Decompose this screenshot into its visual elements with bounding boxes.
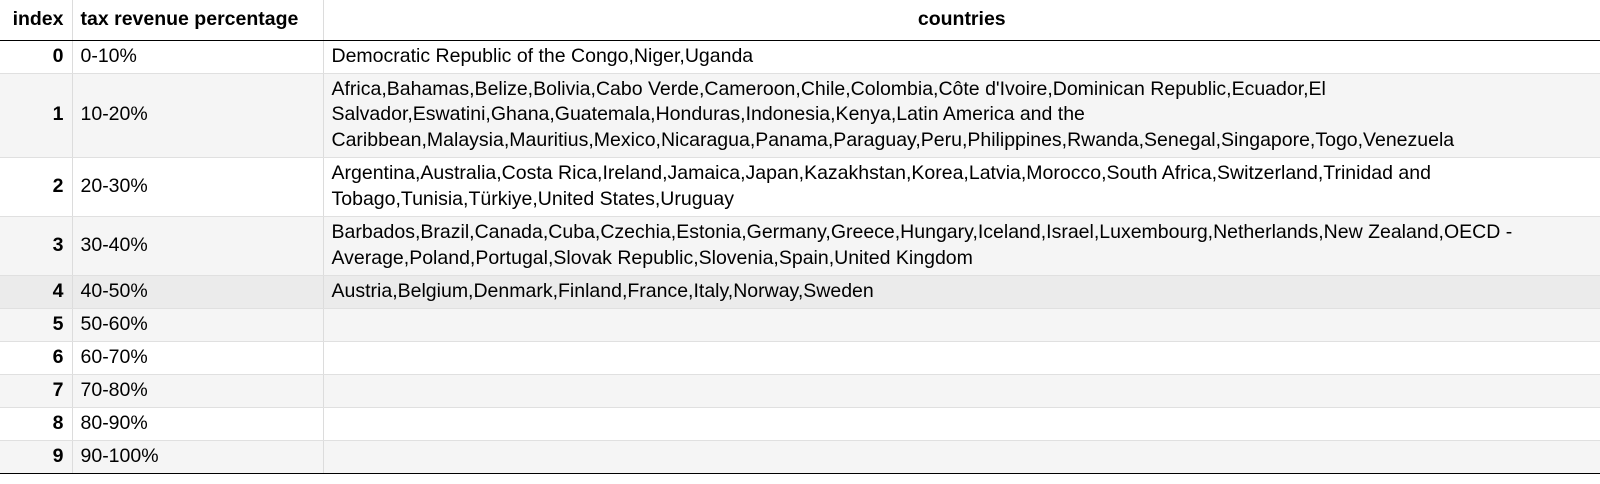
tax-revenue-percentage-cell: 0-10%	[71, 40, 323, 74]
row-index-cell: 4	[0, 275, 72, 309]
countries-cell	[322, 341, 1600, 375]
tax-revenue-percentage-cell: 90-100%	[71, 440, 323, 474]
countries-cell	[322, 407, 1600, 441]
row-index-cell: 1	[0, 73, 72, 158]
row-index-cell: 8	[0, 407, 72, 441]
row-index-cell: 7	[0, 374, 72, 408]
tax-revenue-percentage-cell: 30-40%	[71, 216, 323, 276]
header-row: index tax revenue percentage countries	[0, 0, 1600, 41]
countries-cell: Barbados,Brazil,Canada,Cuba,Czechia,Esto…	[322, 216, 1600, 276]
countries-cell: Africa,Bahamas,Belize,Bolivia,Cabo Verde…	[322, 73, 1600, 158]
table-row: 6 60-70%	[0, 341, 1600, 375]
countries-cell	[322, 440, 1600, 474]
tax-revenue-percentage-cell: 10-20%	[71, 73, 323, 158]
row-index-cell: 5	[0, 308, 72, 342]
tax-revenue-percentage-cell: 60-70%	[71, 341, 323, 375]
row-index-cell: 3	[0, 216, 72, 276]
table-row: 1 10-20% Africa,Bahamas,Belize,Bolivia,C…	[0, 73, 1600, 158]
table-row: 9 90-100%	[0, 440, 1600, 474]
dataframe-table: index tax revenue percentage countries 0…	[0, 0, 1600, 474]
table-row: 3 30-40% Barbados,Brazil,Canada,Cuba,Cze…	[0, 216, 1600, 276]
tax-revenue-percentage-cell: 20-30%	[71, 157, 323, 217]
tax-revenue-percentage-cell: 80-90%	[71, 407, 323, 441]
table-row: 5 50-60%	[0, 308, 1600, 342]
column-header-tax-revenue-percentage: tax revenue percentage	[71, 0, 323, 41]
tax-revenue-percentage-cell: 40-50%	[71, 275, 323, 309]
tax-revenue-percentage-cell: 70-80%	[71, 374, 323, 408]
table-row: 0 0-10% Democratic Republic of the Congo…	[0, 40, 1600, 74]
countries-cell: Democratic Republic of the Congo,Niger,U…	[322, 40, 1600, 74]
row-index-cell: 6	[0, 341, 72, 375]
table-header: index tax revenue percentage countries	[0, 0, 1600, 41]
table-body: 0 0-10% Democratic Republic of the Congo…	[0, 40, 1600, 474]
column-header-countries: countries	[322, 0, 1600, 41]
table-row: 8 80-90%	[0, 407, 1600, 441]
table-row: 4 40-50% Austria,Belgium,Denmark,Finland…	[0, 275, 1600, 309]
countries-cell: Argentina,Australia,Costa Rica,Ireland,J…	[322, 157, 1600, 217]
row-index-cell: 2	[0, 157, 72, 217]
row-index-cell: 0	[0, 40, 72, 74]
countries-cell	[322, 308, 1600, 342]
tax-revenue-percentage-cell: 50-60%	[71, 308, 323, 342]
countries-cell: Austria,Belgium,Denmark,Finland,France,I…	[322, 275, 1600, 309]
column-header-index: index	[0, 0, 72, 41]
countries-cell	[322, 374, 1600, 408]
row-index-cell: 9	[0, 440, 72, 474]
table-row: 7 70-80%	[0, 374, 1600, 408]
table-row: 2 20-30% Argentina,Australia,Costa Rica,…	[0, 157, 1600, 217]
